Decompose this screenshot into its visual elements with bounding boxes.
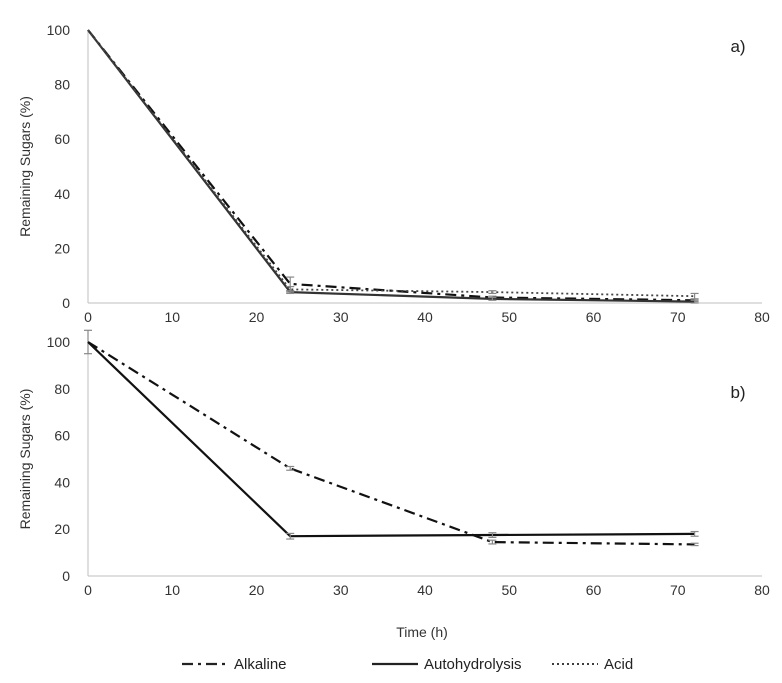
x-tick-label: 60	[586, 309, 602, 325]
panel-label: b)	[730, 383, 745, 402]
legend: Alkaline Autohydrolysis Acid	[182, 656, 633, 673]
x-tick-label: 0	[84, 582, 92, 598]
error-bar	[690, 530, 699, 537]
y-tick-label: 0	[62, 295, 70, 311]
x-tick-label: 10	[164, 582, 180, 598]
y-tick-label: 60	[54, 428, 70, 444]
panel-label: a)	[730, 37, 745, 56]
error-bar	[286, 286, 295, 293]
y-tick-label: 20	[54, 240, 70, 256]
y-axis-label: Remaining Sugars (%)	[17, 389, 33, 530]
y-tick-label: 100	[47, 334, 71, 350]
x-tick-label: 20	[249, 309, 265, 325]
x-tick-label: 70	[670, 582, 686, 598]
x-tick-label: 40	[417, 309, 433, 325]
y-tick-label: 60	[54, 131, 70, 147]
x-tick-label: 10	[164, 309, 180, 325]
error-bar	[690, 542, 699, 547]
error-bar	[286, 532, 295, 540]
y-tick-label: 20	[54, 521, 70, 537]
x-tick-label: 80	[754, 309, 770, 325]
x-tick-label: 30	[333, 309, 349, 325]
x-tick-label: 20	[249, 582, 265, 598]
chart-panel-b: 0 20 40 60 80 100 0 10 20 30 40 50 60 70 80 Remaining S…	[17, 329, 770, 640]
series-line-autohydrolysis	[87, 29, 695, 303]
x-tick-label: 30	[333, 582, 349, 598]
y-tick-label: 0	[62, 568, 70, 584]
y-tick-label: 80	[54, 77, 70, 93]
x-tick-label: 50	[501, 582, 517, 598]
error-bar	[690, 299, 699, 304]
x-axis-label: Time (h)	[396, 624, 448, 640]
y-axis-label: Remaining Sugars (%)	[17, 96, 33, 237]
series-line-alkaline	[87, 341, 695, 546]
x-tick-label: 70	[670, 309, 686, 325]
y-tick-label: 100	[47, 22, 71, 38]
y-tick-label: 40	[54, 474, 70, 490]
legend-label: Acid	[604, 656, 633, 673]
y-tick-label: 80	[54, 381, 70, 397]
series-line-alkaline	[87, 29, 695, 302]
error-bar	[488, 539, 497, 545]
error-bar	[488, 290, 497, 295]
error-bar	[286, 465, 295, 471]
legend-label: Autohydrolysis	[424, 656, 522, 673]
y-tick-label: 40	[54, 186, 70, 202]
x-tick-label: 60	[586, 582, 602, 598]
series-line-autohydrolysis	[87, 341, 695, 538]
error-bar	[488, 532, 497, 538]
chart-panel-a: 0 20 40 60 80 100 0 10 20 30 40 50 60 70 80 Remaining S…	[17, 22, 770, 325]
series-line-acid	[87, 29, 695, 298]
error-bar	[690, 292, 699, 300]
x-tick-label: 50	[501, 309, 517, 325]
legend-label: Alkaline	[234, 656, 287, 673]
x-tick-label: 80	[754, 582, 770, 598]
x-tick-label: 40	[417, 582, 433, 598]
x-tick-label: 0	[84, 309, 92, 325]
error-bar	[488, 296, 497, 301]
